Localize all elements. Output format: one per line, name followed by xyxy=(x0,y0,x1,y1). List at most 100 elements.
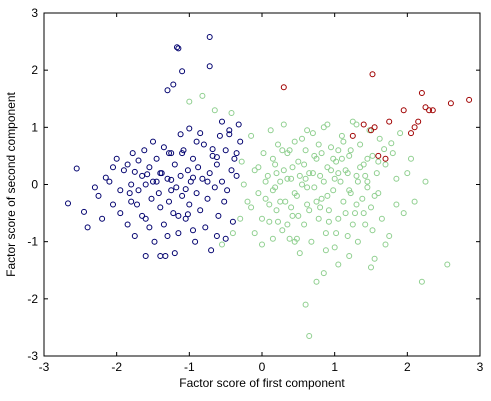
data-point-series-1 xyxy=(190,227,196,234)
data-point-series-1 xyxy=(213,233,220,239)
data-point-series-3 xyxy=(447,100,454,107)
data-point-series-2 xyxy=(284,221,291,228)
data-point-series-1 xyxy=(179,150,186,157)
data-point-series-2 xyxy=(376,135,383,142)
y-tick-label: 0 xyxy=(31,178,38,192)
data-point-series-1 xyxy=(179,192,186,199)
data-point-series-1 xyxy=(168,176,175,183)
data-point-series-2 xyxy=(393,175,400,182)
data-point-series-2 xyxy=(322,230,329,237)
data-point-series-2 xyxy=(313,198,320,205)
data-point-series-2 xyxy=(389,150,396,157)
data-point-series-2 xyxy=(260,150,267,157)
data-point-series-2 xyxy=(286,235,293,242)
data-point-series-1 xyxy=(206,34,213,40)
data-point-series-1 xyxy=(219,118,225,125)
data-point-series-2 xyxy=(397,130,404,137)
data-point-series-1 xyxy=(146,224,153,231)
y-tick-label: 3 xyxy=(31,6,38,20)
data-point-series-2 xyxy=(400,210,407,217)
data-point-series-2 xyxy=(317,172,324,179)
data-point-series-1 xyxy=(171,161,178,168)
data-point-series-2 xyxy=(284,175,291,182)
data-point-series-2 xyxy=(272,184,279,191)
data-point-series-1 xyxy=(150,138,156,145)
y-tick-label: -3 xyxy=(27,349,38,363)
data-point-series-1 xyxy=(193,138,200,145)
data-point-series-2 xyxy=(328,144,334,151)
data-point-series-1 xyxy=(175,212,182,219)
data-point-series-2 xyxy=(301,161,308,168)
data-point-series-2 xyxy=(320,270,327,277)
data-point-series-2 xyxy=(340,198,347,205)
data-point-series-2 xyxy=(325,207,332,214)
data-point-series-1 xyxy=(177,131,184,138)
data-point-series-2 xyxy=(382,161,389,168)
data-point-series-2 xyxy=(353,172,360,179)
data-point-series-2 xyxy=(357,141,364,148)
data-point-series-1 xyxy=(173,184,180,191)
data-point-series-2 xyxy=(324,164,331,171)
x-tick-label: 0 xyxy=(259,360,266,374)
data-point-series-1 xyxy=(184,211,191,218)
data-point-series-1 xyxy=(129,150,136,157)
x-tick-label: -3 xyxy=(39,360,50,374)
data-point-series-2 xyxy=(422,178,429,185)
data-point-series-1 xyxy=(157,204,164,211)
data-point-series-2 xyxy=(277,198,284,205)
data-point-series-1 xyxy=(168,150,175,157)
data-point-series-2 xyxy=(335,147,342,154)
data-point-series-2 xyxy=(311,184,318,191)
data-point-series-2 xyxy=(295,212,302,219)
data-point-series-2 xyxy=(219,241,225,248)
data-point-series-2 xyxy=(346,152,353,159)
data-point-series-1 xyxy=(199,175,206,182)
data-point-series-1 xyxy=(200,141,207,148)
x-tick-label: 2 xyxy=(404,360,411,374)
data-point-series-1 xyxy=(91,184,98,191)
data-point-series-1 xyxy=(197,207,204,214)
x-axis-label: Factor score of first component xyxy=(179,376,345,390)
data-point-series-2 xyxy=(322,247,329,254)
data-point-series-3 xyxy=(382,155,389,162)
data-point-series-1 xyxy=(139,172,146,179)
data-point-series-1 xyxy=(213,161,220,168)
data-point-series-1 xyxy=(170,210,177,217)
data-point-series-1 xyxy=(216,132,223,139)
data-point-series-2 xyxy=(277,178,284,185)
data-point-series-3 xyxy=(375,152,382,159)
data-point-series-3 xyxy=(466,96,473,103)
data-point-series-2 xyxy=(304,127,311,134)
data-point-series-2 xyxy=(342,210,349,217)
data-point-series-2 xyxy=(291,190,298,197)
data-point-series-2 xyxy=(324,121,331,128)
data-point-series-2 xyxy=(325,218,332,225)
data-point-series-2 xyxy=(311,152,318,159)
y-axis-label: Factor score of second component xyxy=(4,91,18,276)
data-point-series-2 xyxy=(237,215,244,222)
data-point-series-2 xyxy=(266,201,273,208)
data-point-series-3 xyxy=(368,127,374,134)
data-point-series-1 xyxy=(219,178,225,185)
data-point-series-1 xyxy=(206,63,213,70)
data-point-series-2 xyxy=(306,170,313,177)
data-point-series-3 xyxy=(400,107,407,114)
data-point-series-2 xyxy=(324,192,331,199)
data-point-series-2 xyxy=(228,110,235,116)
data-points xyxy=(65,34,473,339)
data-point-series-2 xyxy=(352,210,358,217)
data-point-series-1 xyxy=(195,164,202,171)
data-point-series-2 xyxy=(335,170,342,177)
data-point-series-2 xyxy=(275,218,281,225)
data-point-series-1 xyxy=(135,157,142,164)
data-point-series-2 xyxy=(240,181,247,188)
data-point-series-2 xyxy=(289,212,296,219)
data-point-series-1 xyxy=(168,187,175,194)
data-point-series-2 xyxy=(418,278,425,285)
data-point-series-1 xyxy=(179,68,186,75)
data-point-series-2 xyxy=(262,195,269,202)
data-point-series-1 xyxy=(170,81,177,88)
data-point-series-1 xyxy=(135,187,142,194)
data-point-series-1 xyxy=(192,238,199,245)
data-point-series-2 xyxy=(354,238,361,245)
